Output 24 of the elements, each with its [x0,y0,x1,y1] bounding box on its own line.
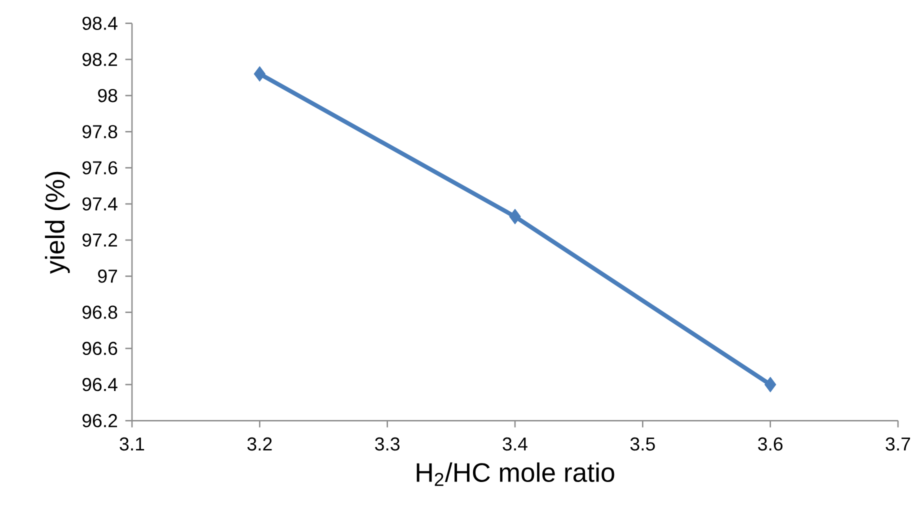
x-tick-label: 3.7 [886,437,910,451]
x-tick-label: 3.4 [502,437,528,451]
y-tick-label: 96.2 [82,414,118,428]
x-axis-title: H$_{2}$/HC mole ratio [416,462,614,486]
x-tick-label: 3.5 [630,437,655,451]
point [764,376,776,392]
x-tick-label: 3.3 [375,437,400,451]
point [254,66,266,82]
y-tick-label: 96.8 [82,306,118,319]
y-tick-label: 97.2 [82,233,118,247]
y-tick-label: 96.6 [82,342,118,356]
point [509,208,521,224]
y-tick-label: 98 [98,88,118,102]
y-tick-label: 97.6 [82,161,118,174]
y-tick-label: 98.4 [82,16,118,30]
y-axis-title: yield (%) [44,172,70,274]
x-tick-label: 3.2 [247,437,272,451]
y-tick-label: 97.4 [82,197,118,211]
y-tick-label: 97.8 [82,125,118,138]
y-tick-label: 97 [98,270,118,283]
y-tick-label: 96.4 [82,378,118,392]
x-tick-label: 3.1 [120,437,144,451]
x-tick-label: 3.6 [758,437,782,451]
y-tick-label: 98.2 [82,52,118,66]
